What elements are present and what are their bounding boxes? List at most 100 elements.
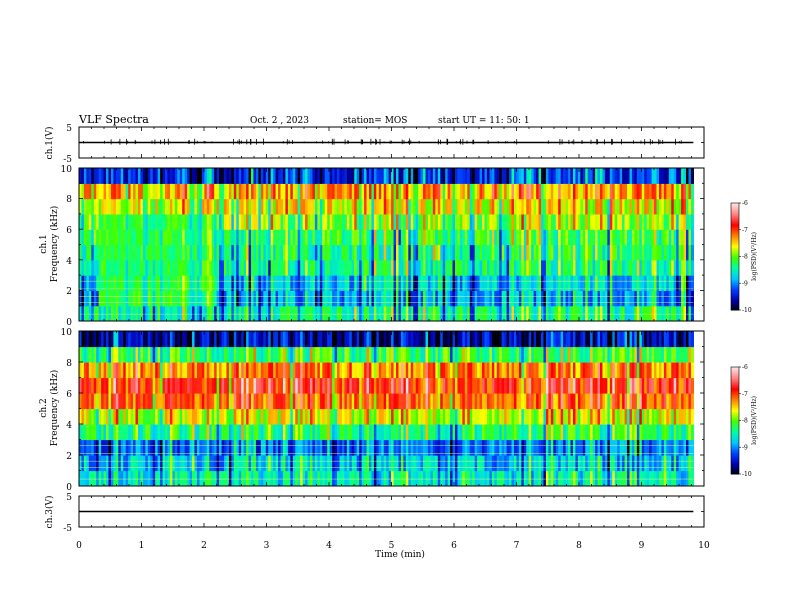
spectrogram-cell — [442, 213, 446, 230]
spectrogram-cell — [79, 198, 83, 215]
spectrogram-cell — [413, 377, 417, 394]
spectrogram-cell — [243, 183, 247, 200]
spectrogram-cell — [221, 290, 225, 307]
spectrogram-cell — [361, 408, 365, 425]
spectrogram-cell — [509, 305, 513, 321]
spectrogram-cell — [376, 331, 380, 348]
spectrogram-cell — [236, 439, 240, 456]
spectrogram-cell — [354, 439, 358, 456]
spectrogram-cell — [420, 244, 424, 261]
spectrogram-cell — [398, 244, 402, 261]
spectrogram-cell — [501, 362, 505, 379]
spectrogram-cell — [523, 244, 527, 261]
spectrogram-cell — [341, 305, 346, 321]
spectrogram-cell — [423, 275, 427, 291]
spectrogram-cell — [147, 439, 151, 456]
spectrogram-cell — [368, 455, 373, 472]
spectrogram-cell — [334, 275, 338, 291]
spectrogram-cell — [435, 346, 439, 363]
spectrogram-cell — [327, 183, 331, 200]
spectrogram-cell — [673, 198, 677, 215]
spectrogram-cell — [639, 198, 643, 215]
spectrogram-cell — [649, 290, 653, 307]
spectrogram-cell — [238, 290, 242, 307]
spectrogram-cell — [332, 346, 336, 363]
spectrogram-cell — [179, 455, 183, 472]
spectrogram-cell — [216, 455, 220, 472]
spectrogram-cell — [329, 331, 333, 348]
spectrogram-cell — [464, 393, 468, 410]
spectrogram-cell — [108, 470, 112, 486]
spectrogram-cell — [415, 393, 419, 410]
spectrogram-cell — [582, 213, 586, 230]
spectrogram-cell — [361, 424, 365, 441]
spectrogram-cell — [278, 377, 282, 394]
spectrogram-cell — [398, 305, 402, 321]
spectrogram-cell — [418, 346, 422, 363]
spectrogram-cell — [587, 198, 591, 215]
spectrogram-cell — [295, 213, 299, 230]
spectrogram-cell — [550, 275, 554, 291]
spectrogram-cell — [125, 424, 129, 441]
spectrogram-cell — [187, 455, 191, 472]
spectrogram-cell — [489, 275, 493, 291]
spectrogram-cell — [302, 362, 306, 379]
spectrogram-cell — [582, 362, 586, 379]
spectrogram-cell — [101, 259, 105, 276]
spectrogram-cell — [388, 424, 392, 441]
spectrogram-cell — [312, 331, 316, 348]
spectrogram-cell — [673, 305, 677, 321]
spectrogram-cell — [150, 183, 154, 200]
spectrogram-cell — [545, 305, 549, 321]
spectrogram-cell — [96, 183, 100, 200]
spectrogram-cell — [110, 439, 115, 456]
spectrogram-cell — [128, 290, 132, 307]
spectrogram-cell — [462, 305, 466, 321]
spectrogram-cell — [223, 346, 228, 363]
spectrogram-cell — [371, 290, 375, 307]
spectrogram-cell — [81, 393, 85, 410]
spectrogram-cell — [614, 198, 618, 215]
spectrogram-cell — [413, 213, 417, 230]
spectrogram-cell — [228, 470, 232, 486]
spectrogram-cell — [462, 259, 466, 276]
spectrogram-cell — [472, 183, 476, 200]
spectrogram-cell — [526, 305, 530, 321]
spectrogram-cell — [349, 346, 353, 363]
spectrogram-cell — [447, 183, 451, 200]
spectrogram-cell — [314, 168, 318, 184]
spectrogram-cell — [172, 346, 176, 363]
spectrogram-cell — [246, 183, 250, 200]
spectrogram-cell — [337, 377, 341, 394]
spectrogram-cell — [152, 470, 156, 486]
spectrogram-cell — [597, 259, 601, 276]
spectrogram-cell — [590, 393, 594, 410]
spectrogram-cell — [405, 290, 409, 307]
spectrogram-cell — [491, 408, 495, 425]
spectrogram-cell — [184, 305, 188, 321]
spectrogram-cell — [307, 439, 311, 456]
spectrogram-cell — [396, 393, 400, 410]
spectrogram-cell — [418, 424, 422, 441]
spectrogram-cell — [83, 229, 87, 246]
spectrogram-cell — [597, 362, 601, 379]
spectrogram-cell — [528, 455, 532, 472]
spectrogram-cell — [155, 198, 159, 215]
spectrogram-cell — [263, 362, 267, 379]
spectrogram-cell — [430, 408, 434, 425]
spectrogram-cell — [482, 198, 486, 215]
spectrogram-cell — [462, 275, 466, 291]
spectrogram-cell — [98, 259, 102, 276]
spectrogram-cell — [455, 168, 459, 184]
spectrogram-cell — [140, 259, 144, 276]
spectrogram-cell — [115, 408, 119, 425]
spectrogram-cell — [543, 259, 547, 276]
spectrogram-cell — [627, 229, 631, 246]
spectrogram-cell — [450, 393, 454, 410]
spectrogram-cell — [663, 229, 667, 246]
spectrogram-cell — [354, 275, 358, 291]
ch1-ytick-bottom: -5 — [63, 155, 72, 165]
spectrogram-cell — [587, 346, 591, 363]
spectrogram-cell — [329, 362, 333, 379]
spectrogram-cell — [455, 470, 459, 486]
